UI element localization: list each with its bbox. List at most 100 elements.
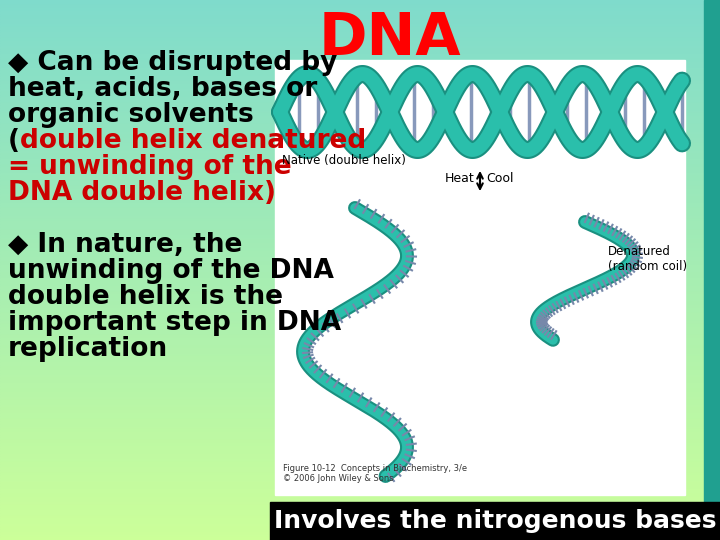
Bar: [0, 235, 720, 238]
Bar: [0, 500, 720, 502]
Bar: [0, 446, 720, 448]
Bar: [0, 176, 720, 178]
Bar: [0, 248, 720, 251]
Bar: [275, 60, 685, 495]
Bar: [0, 162, 720, 165]
Bar: [0, 364, 720, 367]
Text: double helix denatured: double helix denatured: [20, 128, 366, 154]
Bar: [0, 516, 720, 518]
Bar: [0, 472, 720, 475]
Bar: [0, 116, 720, 119]
Bar: [270, 502, 720, 540]
Bar: [0, 105, 720, 108]
Bar: [0, 194, 720, 197]
Bar: [0, 416, 720, 418]
Bar: [0, 470, 720, 472]
Bar: [0, 329, 720, 332]
Bar: [0, 84, 720, 86]
Bar: [0, 256, 720, 259]
Bar: [0, 327, 720, 329]
Bar: [0, 103, 720, 105]
Bar: [0, 113, 720, 116]
Bar: [0, 429, 720, 432]
Bar: [0, 251, 720, 254]
Bar: [0, 270, 720, 273]
Bar: [0, 356, 720, 359]
Bar: [0, 186, 720, 189]
Bar: [0, 140, 720, 143]
Bar: [0, 16, 720, 19]
Bar: [0, 124, 720, 127]
Bar: [0, 467, 720, 470]
Bar: [0, 184, 720, 186]
Bar: [0, 459, 720, 462]
Bar: [0, 348, 720, 351]
Bar: [0, 59, 720, 62]
Bar: [0, 89, 720, 92]
Bar: [0, 40, 720, 43]
Bar: [0, 486, 720, 489]
Bar: [0, 65, 720, 68]
Bar: [0, 338, 720, 340]
Bar: [0, 418, 720, 421]
Bar: [0, 508, 720, 510]
Bar: [0, 132, 720, 135]
Bar: [0, 97, 720, 100]
Bar: [0, 254, 720, 256]
Bar: [0, 478, 720, 481]
Bar: [0, 310, 720, 313]
Bar: [0, 3, 720, 5]
Bar: [0, 148, 720, 151]
Bar: [0, 410, 720, 413]
Bar: [0, 119, 720, 122]
Bar: [0, 78, 720, 81]
Bar: [0, 313, 720, 316]
Bar: [0, 462, 720, 464]
Bar: [0, 43, 720, 46]
Text: ◆ In nature, the: ◆ In nature, the: [8, 232, 243, 258]
Bar: [0, 359, 720, 362]
Bar: [0, 197, 720, 200]
Bar: [0, 92, 720, 94]
Bar: [0, 494, 720, 497]
Bar: [0, 402, 720, 405]
Text: Denatured
(random coil): Denatured (random coil): [608, 245, 687, 273]
Text: Involves the nitrogenous bases: Involves the nitrogenous bases: [274, 509, 716, 533]
Bar: [0, 243, 720, 246]
Bar: [0, 289, 720, 292]
Bar: [0, 497, 720, 500]
Text: Heat: Heat: [444, 172, 474, 186]
Bar: [0, 205, 720, 208]
Bar: [0, 308, 720, 310]
Text: important step in DNA: important step in DNA: [8, 310, 341, 336]
Bar: [0, 273, 720, 275]
Text: Figure 10-12  Concepts in Biochemistry, 3/e
© 2006 John Wiley & Sons: Figure 10-12 Concepts in Biochemistry, 3…: [283, 464, 467, 483]
Bar: [0, 424, 720, 427]
Bar: [0, 367, 720, 370]
Bar: [0, 86, 720, 89]
Bar: [0, 227, 720, 229]
Bar: [0, 213, 720, 216]
Bar: [0, 529, 720, 532]
Bar: [0, 81, 720, 84]
Bar: [0, 122, 720, 124]
Bar: [0, 286, 720, 289]
Text: unwinding of the DNA: unwinding of the DNA: [8, 258, 334, 284]
Bar: [0, 437, 720, 440]
Bar: [0, 281, 720, 284]
Bar: [0, 189, 720, 192]
Bar: [0, 305, 720, 308]
Bar: [0, 481, 720, 483]
Bar: [0, 378, 720, 381]
Bar: [0, 5, 720, 8]
Bar: [0, 483, 720, 486]
Bar: [0, 521, 720, 524]
Bar: [0, 19, 720, 22]
Bar: [0, 181, 720, 184]
Bar: [0, 219, 720, 221]
Bar: [0, 408, 720, 410]
Bar: [0, 54, 720, 57]
Bar: [0, 324, 720, 327]
Bar: [0, 464, 720, 467]
Bar: [0, 526, 720, 529]
